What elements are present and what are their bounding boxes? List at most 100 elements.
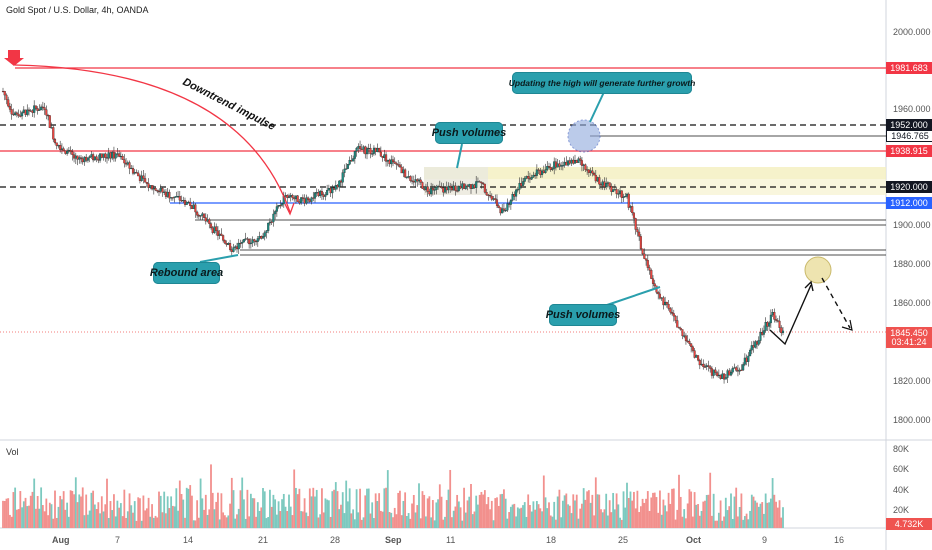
- candle-body: [286, 195, 289, 198]
- candle-body: [532, 174, 535, 178]
- candle-body: [738, 369, 741, 372]
- volume-bar: [773, 494, 776, 528]
- volume-bar: [321, 488, 323, 528]
- candle-body: [235, 246, 239, 250]
- volume-bar: [154, 515, 157, 528]
- candle-body: [409, 176, 412, 181]
- candle-body: [605, 182, 608, 187]
- candle-body: [584, 164, 587, 170]
- volume-bar: [272, 494, 275, 528]
- candle-body: [490, 195, 493, 200]
- candle-body: [736, 370, 739, 372]
- volume-bar: [471, 514, 474, 528]
- candle-body: [353, 150, 356, 159]
- candle-body: [104, 153, 107, 158]
- candle-body: [561, 165, 564, 167]
- volume-bar: [223, 515, 226, 528]
- volume-bar: [81, 487, 84, 528]
- volume-bar: [50, 504, 53, 528]
- candle-body: [301, 197, 304, 199]
- candle-body: [118, 153, 121, 157]
- volume-bar: [688, 489, 691, 528]
- volume-bar: [357, 512, 360, 528]
- volume-bar: [222, 512, 225, 528]
- volume-bar: [71, 490, 74, 528]
- volume-bar: [445, 500, 448, 528]
- candle-body: [369, 147, 372, 155]
- volume-bar: [326, 499, 329, 528]
- volume-bar: [33, 478, 36, 528]
- volume-bar: [151, 504, 153, 528]
- volume-bar: [249, 493, 252, 528]
- time-tick-label: Aug: [52, 535, 70, 545]
- candle-body: [307, 197, 310, 200]
- volume-bar: [135, 520, 138, 528]
- volume-bar: [695, 504, 698, 528]
- candle-body: [17, 113, 20, 117]
- candle-body: [178, 196, 181, 201]
- candle-body: [634, 218, 637, 230]
- volume-bar: [477, 504, 479, 528]
- candle-body: [586, 169, 589, 171]
- candle-body: [277, 204, 280, 207]
- volume-bar: [756, 502, 758, 528]
- candle-body: [66, 150, 69, 154]
- volume-bar: [759, 503, 762, 528]
- volume-bar: [159, 495, 162, 528]
- volume-bar: [140, 520, 143, 528]
- updating-high-callout[interactable]: Updating the high will generate further …: [509, 72, 695, 94]
- volume-bar: [29, 495, 32, 528]
- level-label-1912: 1912.000: [886, 197, 932, 209]
- volume-bar: [723, 516, 725, 528]
- volume-bar: [168, 508, 171, 528]
- candle-body: [776, 320, 779, 322]
- volume-bar: [59, 495, 62, 528]
- volume-bar: [593, 515, 595, 528]
- candle-body: [90, 154, 93, 157]
- volume-bar: [555, 519, 557, 528]
- volume-bar: [206, 514, 209, 528]
- volume-bar: [620, 519, 623, 528]
- volume-bar: [447, 489, 450, 528]
- candle-body: [416, 179, 419, 182]
- volume-bar: [607, 515, 609, 528]
- volume-bar: [768, 502, 771, 528]
- volume-bar: [217, 492, 219, 528]
- volume-bar: [314, 496, 316, 528]
- candle-body: [345, 168, 348, 170]
- volume-bar: [100, 496, 103, 528]
- candle-body: [414, 179, 417, 183]
- candle-body: [457, 185, 460, 191]
- push-volumes-callout-bottom[interactable]: Push volumes: [546, 304, 620, 326]
- volume-bar: [211, 492, 214, 528]
- push-volumes-callout-top[interactable]: Push volumes: [432, 122, 506, 144]
- volume-bar: [411, 503, 413, 528]
- candle-body: [735, 367, 738, 371]
- candle-body: [24, 109, 27, 115]
- candle-body: [7, 99, 10, 107]
- volume-bar: [636, 490, 639, 528]
- volume-bar: [374, 493, 377, 528]
- volume-bar: [709, 472, 712, 528]
- callout-pointer: [456, 143, 463, 169]
- volume-bar: [180, 494, 183, 528]
- volume-bar: [239, 490, 242, 528]
- rebound-area-callout[interactable]: Rebound area: [150, 262, 223, 284]
- candle-body: [648, 267, 651, 271]
- candle-body: [749, 349, 752, 357]
- volume-bar: [721, 520, 724, 528]
- volume-bar: [61, 499, 63, 528]
- volume-bar: [619, 517, 621, 528]
- candle-body: [255, 241, 258, 243]
- volume-bar: [310, 496, 313, 528]
- candle-body: [279, 204, 282, 207]
- candle-body: [535, 169, 538, 176]
- volume-bar: [549, 515, 552, 528]
- candle-body: [417, 179, 421, 182]
- candle-body: [426, 186, 429, 192]
- candle-body: [573, 160, 577, 164]
- volume-tick-label: 40K: [893, 485, 910, 495]
- candle-body: [518, 182, 521, 190]
- candle-body: [478, 181, 481, 183]
